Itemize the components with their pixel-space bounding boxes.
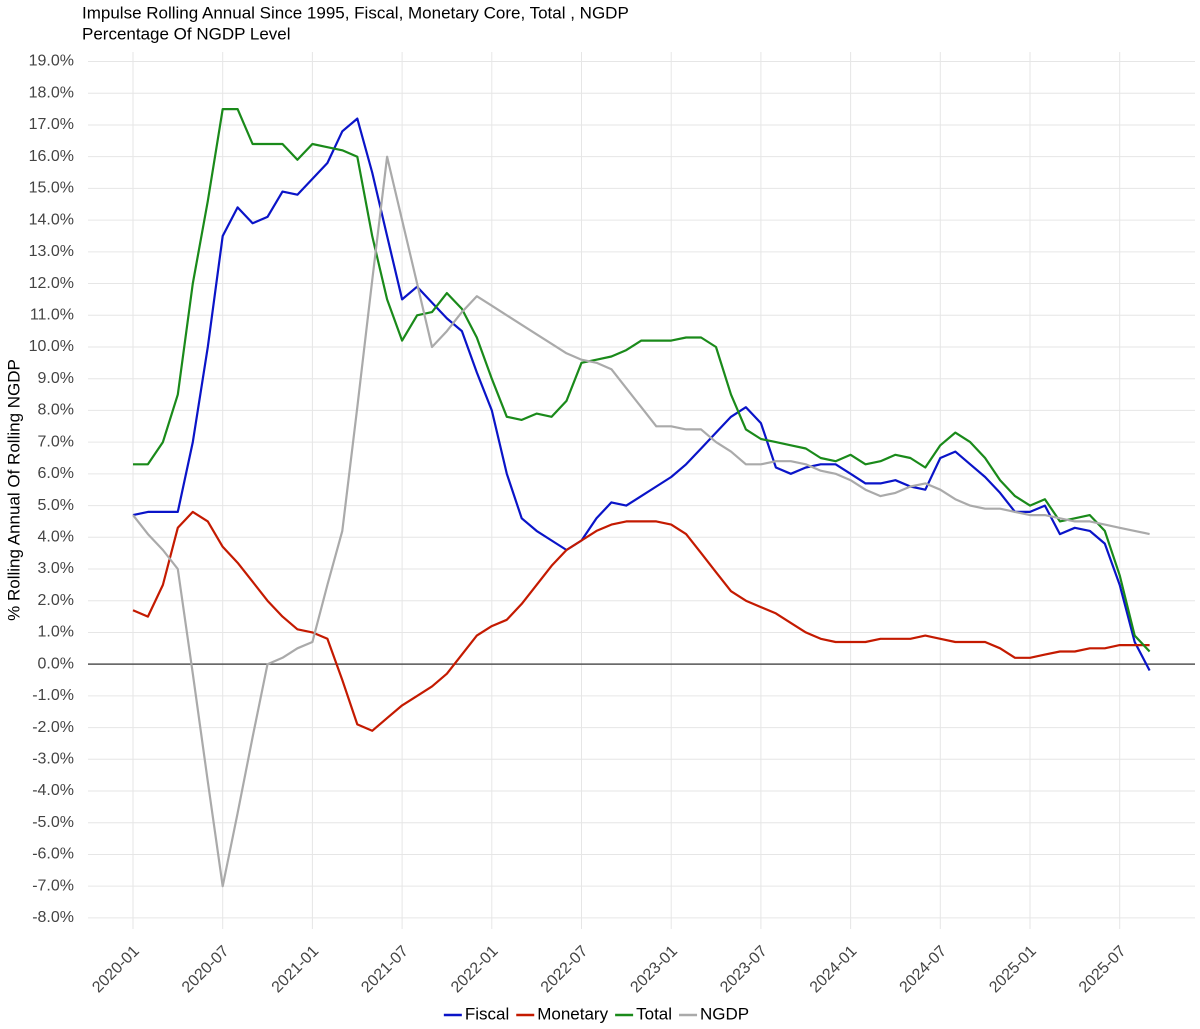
y-tick-label: 14.0% [29, 211, 74, 228]
x-tick-label: 2020-01 [89, 943, 143, 997]
legend-label: NGDP [700, 1004, 749, 1023]
x-tick-label: 2023-01 [627, 943, 681, 997]
x-tick-label: 2024-07 [897, 943, 951, 997]
y-tick-label: -2.0% [32, 719, 74, 736]
legend-label: Fiscal [465, 1004, 509, 1023]
legend-label: Total [636, 1004, 672, 1023]
y-tick-label: 5.0% [38, 497, 74, 514]
y-tick-label: -7.0% [32, 877, 74, 894]
y-tick-label: 3.0% [38, 560, 74, 577]
y-tick-label: -3.0% [32, 751, 74, 768]
y-tick-label: -1.0% [32, 687, 74, 704]
x-tick-label: 2021-01 [269, 943, 323, 997]
x-tick-label: 2021-07 [358, 943, 412, 997]
y-tick-label: 10.0% [29, 338, 74, 355]
y-tick-label: 13.0% [29, 243, 74, 260]
x-tick-label: 2022-01 [448, 943, 502, 997]
x-tick-label: 2023-07 [717, 943, 771, 997]
legend: Fiscal Monetary Total NGDP [443, 1004, 749, 1023]
y-tick-label: -6.0% [32, 846, 74, 863]
legend-label: Monetary [537, 1004, 608, 1023]
y-tick-label: 17.0% [29, 116, 74, 133]
y-tick-label: 0.0% [38, 655, 74, 672]
y-tick-label: 15.0% [29, 180, 74, 197]
x-tick-label: 2020-07 [179, 943, 233, 997]
y-tick-label: 7.0% [38, 433, 74, 450]
y-axis-label: % Rolling Annual Of Rolling NGDP [4, 359, 23, 621]
series-line [132, 510, 1150, 732]
chart-title: Impulse Rolling Annual Since 1995, Fisca… [82, 3, 629, 22]
y-tick-label: 8.0% [38, 402, 74, 419]
y-tick-label: 11.0% [30, 306, 74, 323]
y-tick-label: 4.0% [38, 529, 74, 546]
y-tick-label: -4.0% [32, 782, 74, 799]
chart-subtitle: Percentage Of NGDP Level [82, 24, 291, 43]
y-tick-label: -5.0% [32, 814, 74, 831]
series-line [133, 108, 1151, 653]
y-tick-label: 6.0% [38, 465, 74, 482]
x-tick-label: 2022-07 [538, 943, 592, 997]
series-line [132, 155, 1150, 888]
y-tick-label: 9.0% [38, 370, 74, 387]
x-tick-label: 2025-01 [986, 943, 1040, 997]
y-tick-label: 16.0% [29, 148, 74, 165]
y-tick-label: 1.0% [38, 624, 74, 641]
y-tick-label: 19.0% [29, 53, 74, 70]
series-line [132, 117, 1151, 672]
x-tick-label: 2024-01 [807, 943, 861, 997]
y-tick-label: 2.0% [38, 592, 74, 609]
x-tick-label: 2025-07 [1076, 943, 1130, 997]
y-tick-label: 18.0% [29, 84, 74, 101]
y-tick-label: -8.0% [32, 909, 74, 926]
y-tick-label: 12.0% [29, 275, 74, 292]
